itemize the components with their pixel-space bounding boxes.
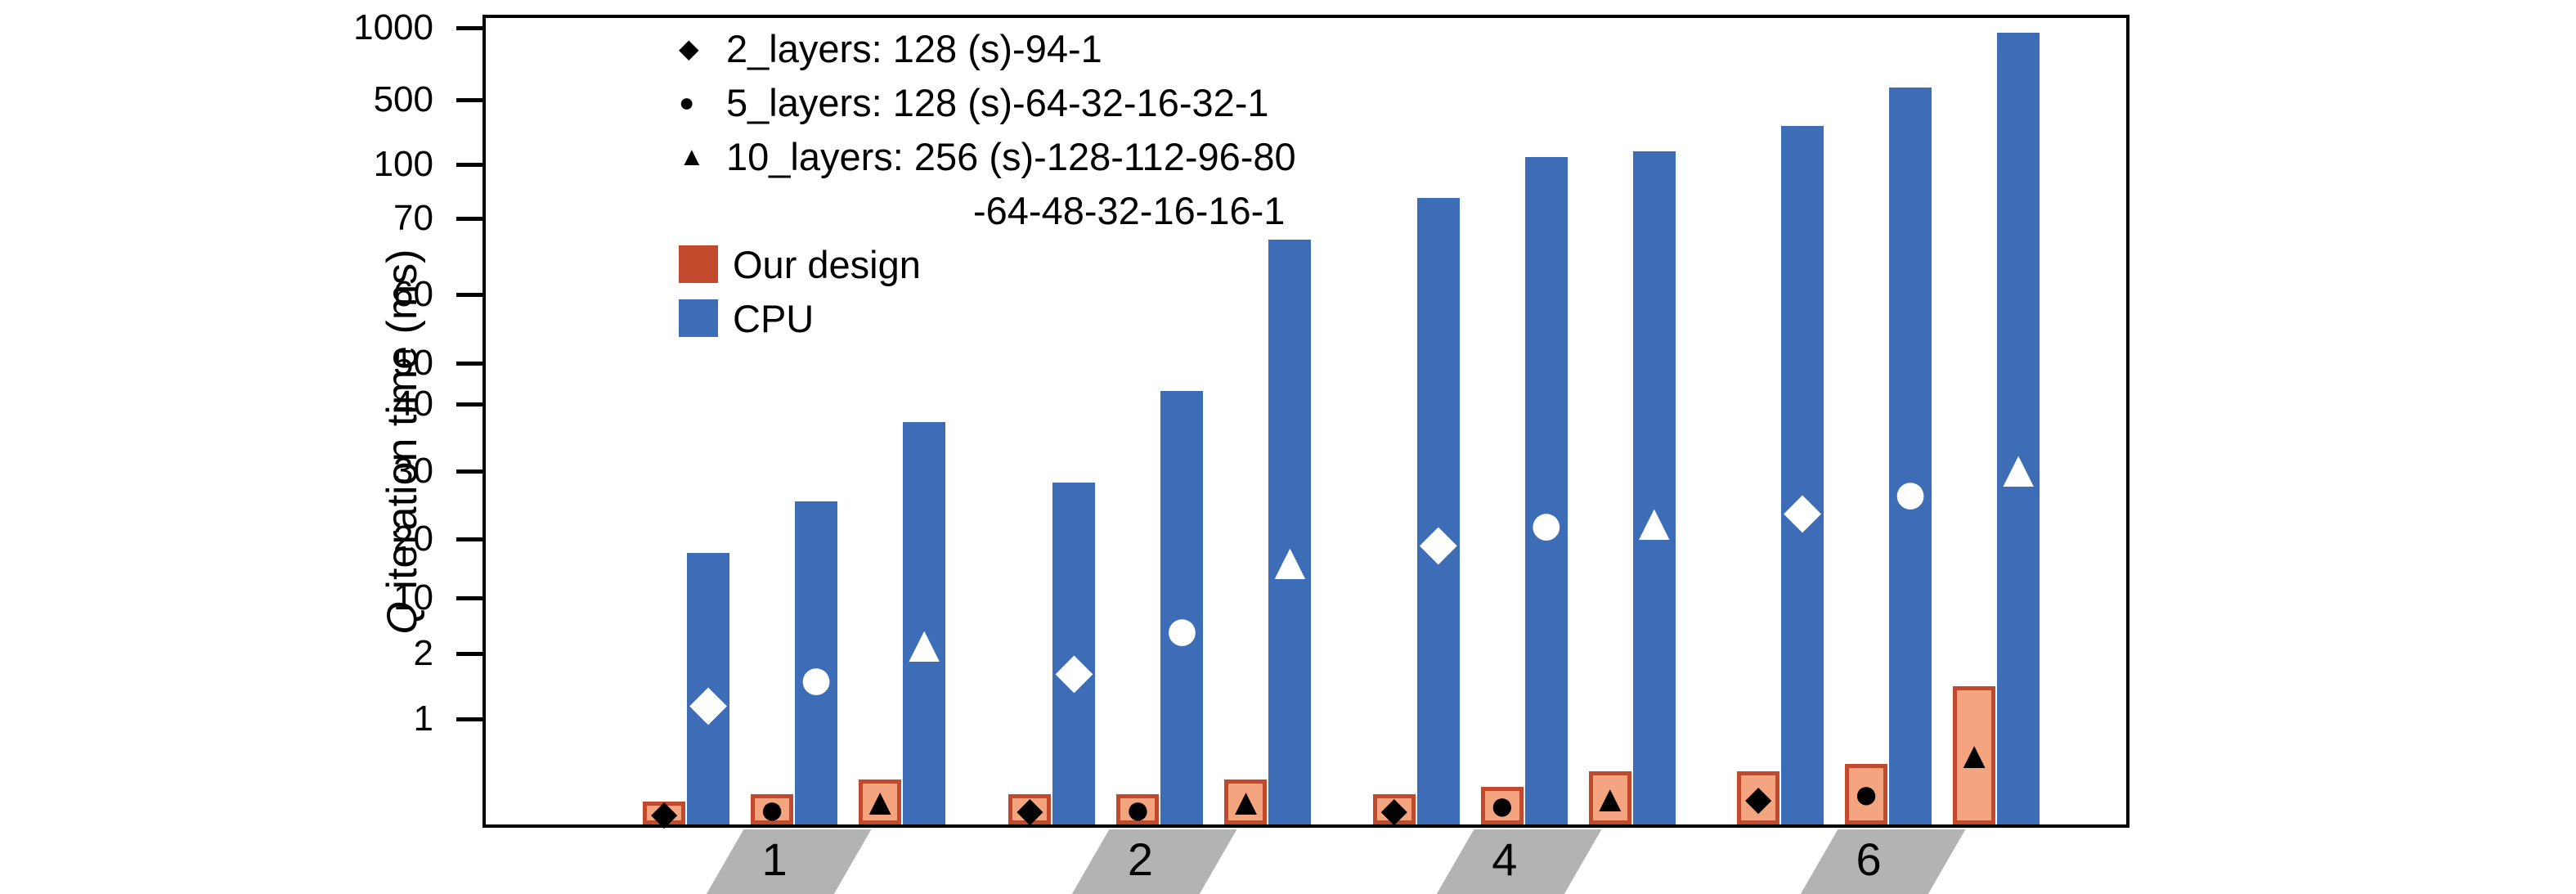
y-tick-label: 10 bbox=[393, 577, 433, 618]
bar-cpu-diamond-group6: ◆ bbox=[1781, 126, 1824, 824]
y-tick-mark bbox=[456, 293, 482, 298]
bar-our-design-diamond-group1: ◆ bbox=[643, 796, 686, 830]
y-tick-label: 100 bbox=[373, 144, 433, 185]
legend-text-our-design: Our design bbox=[733, 242, 921, 286]
y-tick-mark bbox=[456, 25, 482, 30]
y-tick-mark bbox=[456, 402, 482, 407]
y-tick-mark bbox=[456, 537, 482, 541]
y-tick-label: 1000 bbox=[353, 7, 433, 47]
circle-marker-white: ● bbox=[1892, 457, 1930, 528]
y-tick-mark bbox=[456, 595, 482, 600]
circle-marker-black: ● bbox=[1124, 785, 1151, 833]
diamond-marker-black: ◆ bbox=[1016, 789, 1043, 829]
triangle-icon: ▲ bbox=[679, 141, 705, 171]
diamond-marker-white: ◆ bbox=[1784, 482, 1822, 537]
circle-marker-black: ● bbox=[759, 785, 785, 833]
our-design-swatch bbox=[679, 245, 718, 283]
y-tick-label: 50 bbox=[393, 343, 433, 383]
bar-cpu-circle-group6: ● bbox=[1889, 88, 1932, 824]
triangle-marker-black: ▲ bbox=[1227, 780, 1265, 824]
circle-marker-white: ● bbox=[797, 644, 836, 714]
y-tick-label: 60 bbox=[393, 274, 433, 315]
y-tick-label: 500 bbox=[373, 79, 433, 119]
x-tick-label: 2 bbox=[1127, 833, 1154, 885]
legend-row-cpu: CPU bbox=[679, 291, 1296, 345]
bar-our-design-diamond-group6: ◆ bbox=[1737, 771, 1780, 824]
y-tick-mark bbox=[456, 97, 482, 102]
y-tick-mark bbox=[456, 651, 482, 656]
legend-text-5-layers: 5_layers: 128 (s)-64-32-16-32-1 bbox=[726, 80, 1269, 124]
bar-our-design-triangle-group6: ▲ bbox=[1953, 685, 1996, 824]
y-tick-label: 70 bbox=[393, 197, 433, 238]
circle-marker-black: ● bbox=[1489, 781, 1515, 829]
bar-our-design-triangle-group4: ▲ bbox=[1588, 771, 1631, 824]
y-tick-mark bbox=[456, 469, 482, 474]
bar-cpu-diamond-group4: ◆ bbox=[1416, 198, 1460, 824]
bar-our-design-circle-group2: ● bbox=[1116, 788, 1160, 831]
legend-row-5-layers: ● 5_layers: 128 (s)-64-32-16-32-1 bbox=[679, 75, 1296, 129]
diamond-marker-black: ◆ bbox=[1380, 789, 1407, 829]
legend: ◆ 2_layers: 128 (s)-94-1 ● 5_layers: 128… bbox=[679, 21, 1296, 345]
x-tick-label: 6 bbox=[1856, 833, 1882, 885]
diamond-marker-black: ◆ bbox=[1744, 778, 1772, 817]
y-tick-label: 40 bbox=[393, 384, 433, 425]
y-tick-mark bbox=[456, 216, 482, 221]
circle-marker-white: ● bbox=[1163, 594, 1201, 664]
bar-our-design-circle-group1: ● bbox=[751, 788, 794, 831]
legend-row-10-layers-cont: -64-48-32-16-16-1 bbox=[679, 183, 1296, 237]
bar-cpu-diamond-group2: ◆ bbox=[1052, 483, 1096, 824]
x-tick-label: 1 bbox=[761, 833, 788, 885]
bar-our-design-circle-group4: ● bbox=[1480, 781, 1524, 829]
bar-our-design-diamond-group2: ◆ bbox=[1008, 789, 1052, 829]
legend-row-our-design: Our design bbox=[679, 237, 1296, 291]
y-axis-label-rest: iteration time (ms) bbox=[379, 249, 426, 602]
bar-our-design-triangle-group1: ▲ bbox=[859, 779, 902, 824]
cpu-swatch bbox=[679, 299, 718, 337]
y-axis-label-q: Q bbox=[379, 601, 426, 635]
legend-text-10-layers-cont: -64-48-32-16-16-1 bbox=[973, 188, 1286, 232]
diamond-marker-white: ◆ bbox=[1055, 643, 1093, 699]
bar-cpu-circle-group1: ● bbox=[795, 501, 838, 824]
bar-our-design-triangle-group2: ▲ bbox=[1224, 779, 1268, 824]
bar-cpu-triangle-group1: ▲ bbox=[898, 422, 950, 824]
y-tick-label: 30 bbox=[393, 451, 433, 492]
triangle-marker-black: ▲ bbox=[1955, 734, 1993, 777]
y-tick-label: 1 bbox=[413, 698, 433, 739]
legend-text-2-layers: 2_layers: 128 (s)-94-1 bbox=[726, 26, 1102, 70]
bar-cpu-triangle-group6: ▲ bbox=[1992, 33, 2044, 824]
y-tick-mark bbox=[456, 163, 482, 168]
triangle-marker-black: ▲ bbox=[1591, 776, 1629, 820]
circle-marker-white: ● bbox=[1527, 488, 1565, 559]
diamond-marker-black: ◆ bbox=[650, 793, 678, 833]
legend-text-cpu: CPU bbox=[733, 296, 815, 340]
legend-row-2-layers: ◆ 2_layers: 128 (s)-94-1 bbox=[679, 21, 1296, 75]
bar-cpu-triangle-group4: ▲ bbox=[1628, 150, 1680, 824]
triangle-marker-white: ▲ bbox=[898, 613, 950, 673]
legend-text-10-layers: 10_layers: 256 (s)-128-112-96-80 bbox=[726, 134, 1296, 178]
y-tick-mark bbox=[456, 717, 482, 721]
bar-our-design-diamond-group4: ◆ bbox=[1372, 789, 1416, 829]
y-tick-mark bbox=[456, 362, 482, 366]
y-axis-label: Q iteration time (ms) bbox=[378, 249, 427, 635]
legend-row-10-layers: ▲ 10_layers: 256 (s)-128-112-96-80 bbox=[679, 129, 1296, 183]
diamond-marker-white: ◆ bbox=[689, 674, 728, 730]
diamond-marker-white: ◆ bbox=[1419, 514, 1457, 570]
bar-cpu-diamond-group1: ◆ bbox=[687, 552, 730, 824]
triangle-marker-white: ▲ bbox=[1992, 438, 2044, 498]
triangle-marker-white: ▲ bbox=[1263, 532, 1317, 591]
x-tick-label: 4 bbox=[1492, 833, 1518, 885]
triangle-marker-white: ▲ bbox=[1628, 492, 1681, 551]
triangle-marker-black: ▲ bbox=[861, 780, 899, 824]
y-tick-label: 20 bbox=[393, 518, 433, 559]
circle-icon: ● bbox=[679, 87, 695, 117]
bar-our-design-circle-group6: ● bbox=[1845, 764, 1888, 824]
diamond-icon: ◆ bbox=[679, 34, 699, 63]
bar-cpu-circle-group4: ● bbox=[1524, 157, 1568, 824]
y-tick-label: 2 bbox=[413, 632, 433, 673]
bar-cpu-circle-group2: ● bbox=[1160, 391, 1204, 824]
circle-marker-black: ● bbox=[1853, 770, 1879, 819]
